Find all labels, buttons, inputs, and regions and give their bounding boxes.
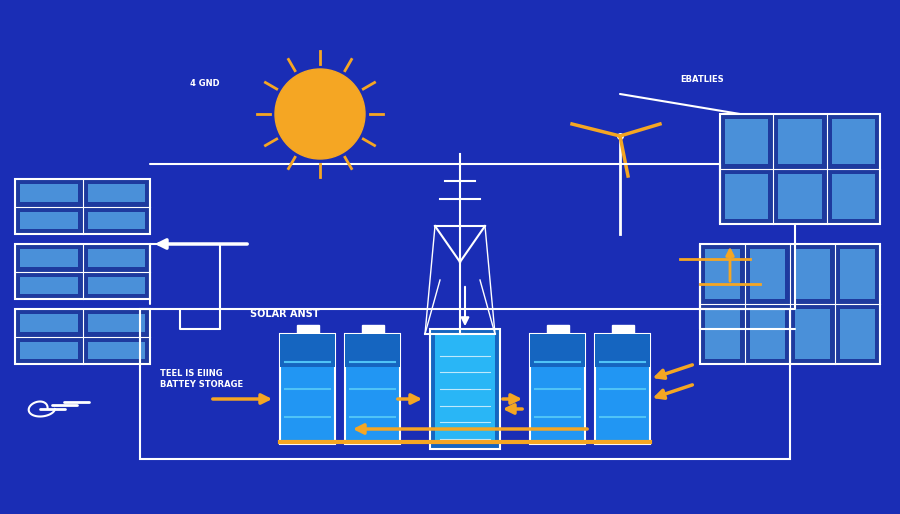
FancyBboxPatch shape <box>20 211 77 229</box>
FancyBboxPatch shape <box>345 334 400 367</box>
FancyBboxPatch shape <box>795 309 830 359</box>
FancyBboxPatch shape <box>296 325 319 334</box>
FancyBboxPatch shape <box>87 184 145 201</box>
FancyBboxPatch shape <box>435 334 495 444</box>
FancyBboxPatch shape <box>20 249 77 266</box>
FancyBboxPatch shape <box>362 325 383 334</box>
FancyBboxPatch shape <box>705 309 740 359</box>
Text: SOLAR ANST: SOLAR ANST <box>250 309 320 319</box>
FancyBboxPatch shape <box>20 277 77 294</box>
FancyBboxPatch shape <box>280 334 335 367</box>
FancyBboxPatch shape <box>530 334 585 367</box>
FancyBboxPatch shape <box>595 334 650 444</box>
Text: TEEL IS EIING
BATTEY STORAGE: TEEL IS EIING BATTEY STORAGE <box>160 369 243 389</box>
Circle shape <box>275 69 365 159</box>
FancyBboxPatch shape <box>611 325 634 334</box>
FancyBboxPatch shape <box>778 119 822 164</box>
FancyBboxPatch shape <box>840 309 875 359</box>
FancyBboxPatch shape <box>750 249 785 299</box>
FancyBboxPatch shape <box>832 174 875 219</box>
FancyBboxPatch shape <box>15 244 150 299</box>
FancyBboxPatch shape <box>832 119 875 164</box>
FancyBboxPatch shape <box>87 314 145 332</box>
FancyBboxPatch shape <box>705 249 740 299</box>
FancyBboxPatch shape <box>530 334 585 444</box>
FancyBboxPatch shape <box>725 119 769 164</box>
FancyBboxPatch shape <box>595 334 650 367</box>
FancyBboxPatch shape <box>795 249 830 299</box>
Text: EBATLIES: EBATLIES <box>680 75 724 83</box>
FancyBboxPatch shape <box>20 341 77 359</box>
FancyBboxPatch shape <box>87 277 145 294</box>
FancyBboxPatch shape <box>725 174 769 219</box>
FancyBboxPatch shape <box>87 249 145 266</box>
FancyBboxPatch shape <box>280 334 335 444</box>
FancyBboxPatch shape <box>430 329 500 449</box>
FancyBboxPatch shape <box>87 211 145 229</box>
FancyBboxPatch shape <box>840 249 875 299</box>
FancyBboxPatch shape <box>15 309 150 364</box>
FancyBboxPatch shape <box>20 314 77 332</box>
Text: 4 GND: 4 GND <box>190 80 220 88</box>
FancyBboxPatch shape <box>345 334 400 444</box>
FancyBboxPatch shape <box>20 184 77 201</box>
FancyBboxPatch shape <box>700 244 880 364</box>
FancyBboxPatch shape <box>546 325 569 334</box>
FancyBboxPatch shape <box>750 309 785 359</box>
FancyBboxPatch shape <box>720 114 880 224</box>
FancyBboxPatch shape <box>87 341 145 359</box>
FancyBboxPatch shape <box>778 174 822 219</box>
FancyBboxPatch shape <box>15 179 150 234</box>
